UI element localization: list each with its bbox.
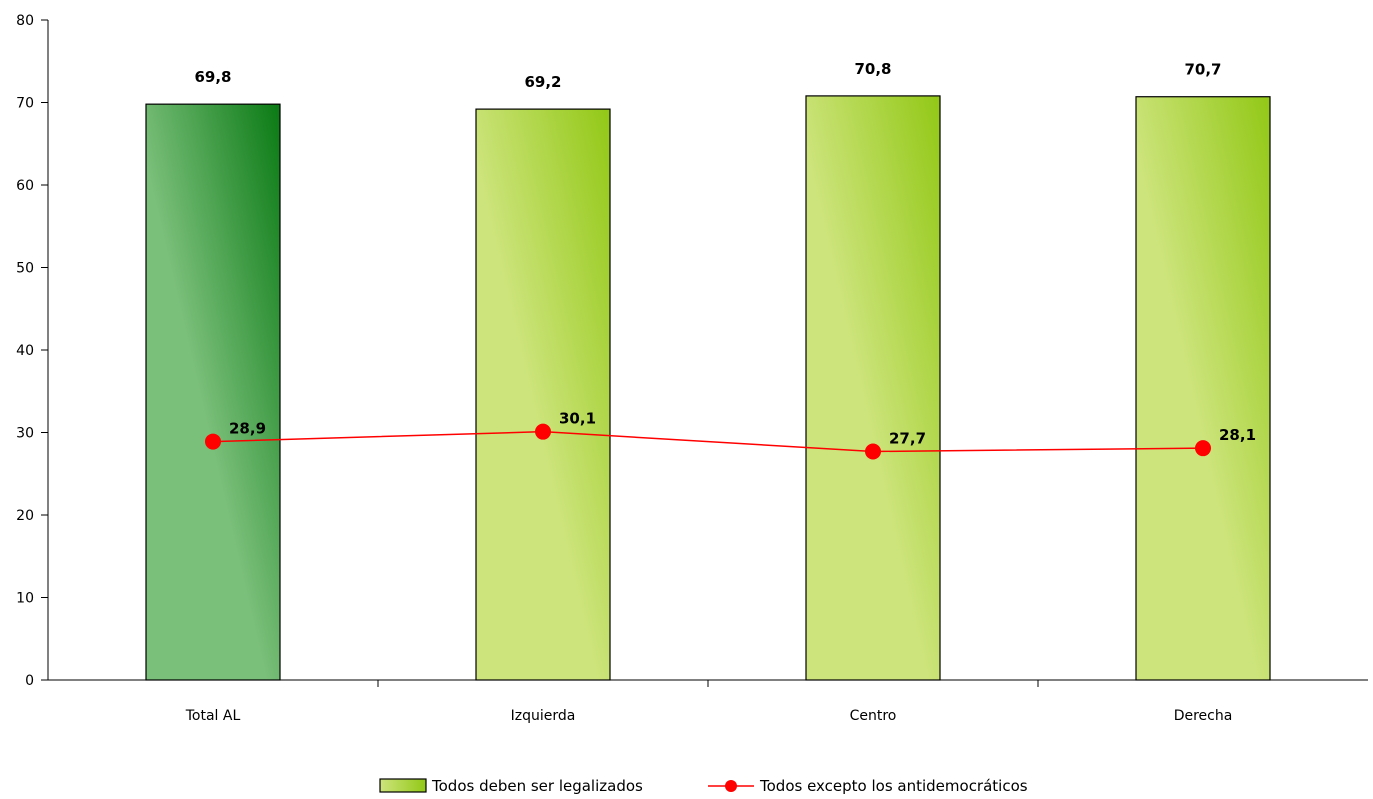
line-point (1195, 440, 1211, 457)
line-value-label: 28,9 (229, 420, 266, 438)
line-series-path (212, 430, 1204, 453)
line-value-label: 28,1 (1219, 426, 1256, 444)
y-tick-label: 0 (25, 673, 34, 689)
legend-label-line: Todos excepto los antidemocráticos (759, 777, 1028, 795)
y-tick-label: 60 (16, 178, 34, 194)
bar-value-label: 70,8 (854, 60, 891, 78)
line-value-label: 27,7 (889, 429, 926, 447)
legend: Todos deben ser legalizados Todos except… (379, 777, 1028, 795)
y-tick-label: 30 (16, 426, 34, 442)
y-tick-label: 50 (16, 261, 34, 277)
bar-total-al (145, 103, 281, 681)
line-point (205, 433, 221, 450)
legend-line-marker (725, 780, 737, 792)
bar-centro (805, 95, 941, 681)
labels: 69,8 Total AL 69,2 Izquierda 70,8 Centro 70,7 D… (185, 60, 1256, 724)
line-point (535, 423, 551, 440)
y-tick-label: 40 (16, 343, 34, 359)
bar-derecha (1135, 96, 1271, 681)
bar-value-label: 70,7 (1184, 61, 1221, 79)
line-series (205, 423, 1211, 460)
x-tick-label: Izquierda (511, 708, 576, 724)
legend-label-bars: Todos deben ser legalizados (431, 777, 643, 795)
line-point (865, 443, 881, 460)
bar-value-label: 69,2 (524, 73, 561, 91)
bars (145, 95, 1271, 681)
line-value-label: 30,1 (559, 410, 596, 428)
y-tick-label: 20 (16, 508, 34, 524)
bar-value-label: 69,8 (194, 68, 231, 86)
y-tick-label: 70 (16, 96, 34, 112)
legend-bar-swatch (379, 778, 427, 793)
x-tick-label: Derecha (1174, 708, 1233, 724)
y-tick-label: 80 (16, 13, 34, 29)
x-tick-label: Total AL (185, 708, 241, 724)
x-tick-label: Centro (850, 708, 897, 724)
y-tick-label: 10 (16, 591, 34, 607)
bar-izquierda (475, 108, 611, 681)
